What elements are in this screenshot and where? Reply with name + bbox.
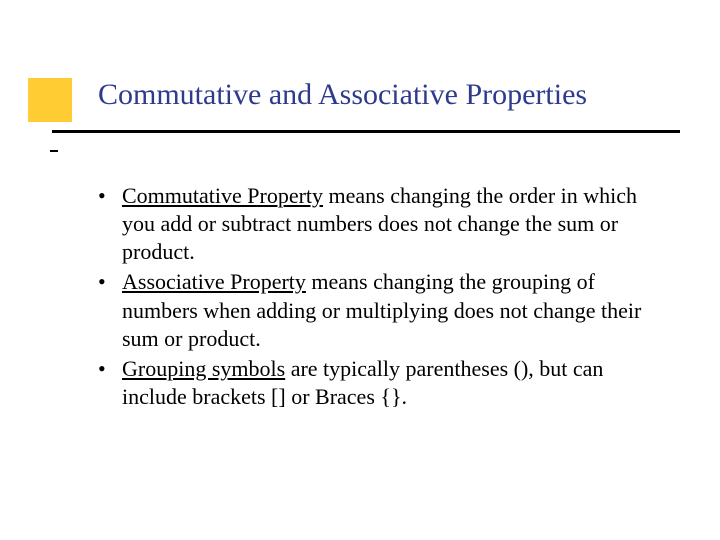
title-underline-rule xyxy=(52,130,680,133)
bullet-marker: • xyxy=(98,355,122,411)
list-item: • Associative Property means changing th… xyxy=(98,268,658,352)
rule-tick xyxy=(50,150,58,152)
bullet-lead: Grouping symbols xyxy=(122,356,285,381)
list-item: • Commutative Property means changing th… xyxy=(98,182,658,266)
list-item: • Grouping symbols are typically parenth… xyxy=(98,355,658,411)
bullet-text: Grouping symbols are typically parenthes… xyxy=(122,355,658,411)
bullet-text: Commutative Property means changing the … xyxy=(122,182,658,266)
bullet-marker: • xyxy=(98,182,122,266)
bullet-text: Associative Property means changing the … xyxy=(122,268,658,352)
bullet-marker: • xyxy=(98,268,122,352)
bullet-lead: Associative Property xyxy=(122,269,306,294)
accent-square xyxy=(28,78,72,122)
bullet-list: • Commutative Property means changing th… xyxy=(98,182,658,413)
slide-title: Commutative and Associative Properties xyxy=(98,78,587,112)
bullet-lead: Commutative Property xyxy=(122,183,323,208)
